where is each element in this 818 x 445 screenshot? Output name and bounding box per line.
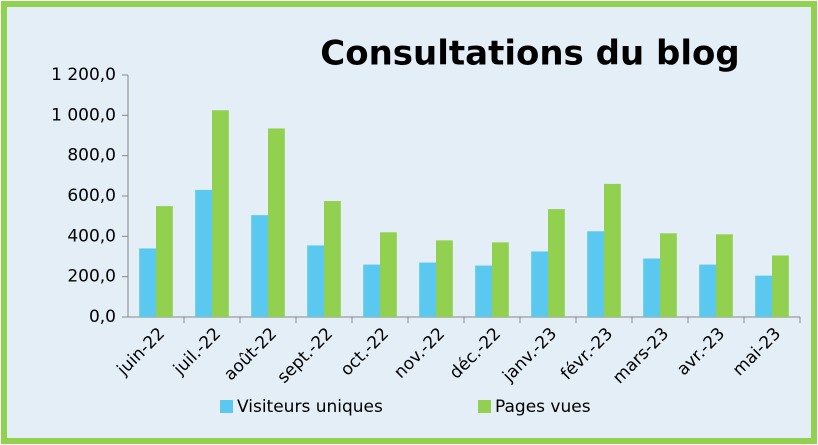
bar: [699, 264, 716, 317]
y-tick-label: 1 000,0: [51, 105, 116, 125]
bar: [156, 206, 173, 317]
bar: [643, 258, 660, 317]
bar: [492, 242, 509, 317]
bar: [660, 233, 677, 317]
y-tick-label: 0,0: [89, 307, 116, 327]
bar: [268, 128, 285, 317]
bar: [772, 255, 789, 317]
legend-label: Visiteurs uniques: [237, 397, 383, 417]
bar: [548, 209, 565, 317]
bar: [419, 262, 436, 317]
bar: [475, 265, 492, 317]
bar: [212, 110, 229, 318]
bar: [251, 215, 268, 317]
y-tick-label: 200,0: [67, 267, 116, 287]
bar: [587, 231, 604, 317]
bar: [716, 234, 733, 317]
bar: [436, 240, 453, 317]
bar: [363, 264, 380, 317]
y-tick-label: 800,0: [67, 146, 116, 166]
y-tick-label: 600,0: [67, 186, 116, 206]
chart-title: Consultations du blog: [320, 34, 739, 74]
bar: [139, 248, 156, 317]
bar: [604, 183, 621, 317]
bar: [531, 251, 548, 317]
y-tick-label: 400,0: [67, 226, 116, 246]
bar: [307, 245, 324, 317]
legend-swatch: [478, 400, 491, 413]
bar: [380, 232, 397, 317]
bar: [195, 189, 212, 317]
bar: [755, 275, 772, 317]
legend-label: Pages vues: [495, 397, 591, 417]
bar: [324, 201, 341, 317]
legend-swatch: [220, 400, 233, 413]
y-tick-label: 1 200,0: [51, 65, 116, 85]
